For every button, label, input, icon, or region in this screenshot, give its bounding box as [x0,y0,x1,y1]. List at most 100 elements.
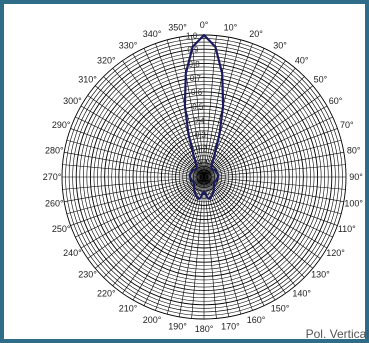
angle-tick-label: 340° [143,29,162,39]
major-ring [104,77,304,277]
angle-tick-label: 280° [45,146,64,156]
angle-tick-label: 260° [45,198,64,208]
angle-tick-label: 20° [249,29,263,39]
ring [83,56,325,298]
pattern-point [217,172,219,174]
angle-tick-label: 10° [224,22,238,32]
ring [164,137,244,217]
pattern-point [193,182,195,184]
radial-tick-labels: 0.0 0.1 0.2 0.3 0.4 0.5 0.6 0.7 0.8 0.9 1.0 [186,32,210,183]
ring [79,52,329,302]
angle-tick-label: 170° [221,322,240,332]
ring [200,173,208,181]
series-layer [183,33,225,200]
pattern-point [197,198,199,200]
pattern-point [222,105,224,107]
angle-tick-label: 330° [119,40,138,50]
angle-tick-label: 100° [344,198,363,208]
ring [100,73,308,281]
ring [129,102,279,252]
angle-tick-label: 320° [97,56,116,66]
angle-tick-label: 270° [43,172,62,182]
ring [72,45,336,309]
angle-tick-label: 250° [52,224,71,234]
pattern-point [187,133,190,135]
angle-tick-label: 150° [271,304,290,314]
angle-tick-label: 160° [247,315,266,325]
ring [150,123,258,231]
angle-tick-label: 110° [338,224,356,234]
pattern-point [192,46,194,48]
angle-tick-label: 0° [200,20,209,30]
pattern-point [191,179,193,181]
angle-tick-label: 130° [311,270,330,280]
angle-tick-label: 70° [340,120,354,130]
pattern-point [203,34,205,36]
ring [136,109,272,245]
pattern-point [213,186,215,188]
angle-tick-label: 80° [347,146,361,156]
radial-tick-label: 0.7 [190,74,202,83]
pattern-point [210,165,212,168]
pattern-point [217,176,219,178]
pattern-point [194,192,196,194]
radial-tick-label: 0.9 [187,46,199,55]
ring [114,87,294,267]
angle-tick-label: 230° [78,270,97,280]
radial-tick-label: 0.2 [196,145,208,154]
radial-tick-label: 1.0 [186,32,198,41]
radial-tick-label: 0.5 [192,102,204,111]
ring [143,116,265,238]
angle-tick-label: 350° [168,22,187,32]
radial-tick-label: 0.1 [197,159,209,168]
major-ring [89,62,319,292]
ring [178,151,230,203]
angle-tick-label: 180° [195,324,214,334]
ring [196,169,212,185]
ring [154,127,255,228]
pattern-point [214,170,216,172]
pattern-point [189,172,191,174]
major-ring [146,119,262,235]
pattern-point [189,176,191,178]
angle-tick-label: 240° [63,248,82,258]
ring [86,59,322,295]
pattern-point [203,190,205,192]
pattern-point [221,72,223,75]
radial-tick-label: 0.0 [198,173,210,182]
pattern-point [196,165,198,168]
pattern-point [196,167,198,169]
ring [93,66,315,288]
angle-tick-label: 220° [97,288,116,298]
angle-tick-label: 120° [326,248,345,258]
angle-tick-label: 300° [63,96,82,106]
pattern-point [215,179,217,181]
angle-tick-label: 60° [329,96,343,106]
ring [97,70,311,284]
pattern-point [185,72,187,75]
pattern-point [207,197,209,199]
angle-tick-label: 310° [78,74,97,84]
ring [182,155,226,199]
angle-tick-label: 90° [349,172,363,182]
ring [65,38,343,316]
pattern-point [201,193,204,195]
pattern-point [194,161,197,163]
ring [107,80,301,274]
ring [122,95,286,259]
pattern-point [212,192,214,194]
ring [125,98,283,256]
angle-tick-label: 40° [295,56,309,66]
pattern-point [211,168,213,170]
ring [111,84,297,270]
angle-tick-label: 140° [292,288,311,298]
radial-tick-label: 0.3 [195,131,207,140]
major-ring [160,133,248,221]
angle-tick-label: 50° [314,74,328,84]
pattern-point [214,153,216,155]
major-ring [175,148,233,206]
pattern-point [213,182,215,184]
pattern-point [199,197,201,199]
angle-tick-labels: 0° 10° 20° 30° 40° 50° 60° 70° 80° 90° 100° 110° 120… [43,20,364,334]
